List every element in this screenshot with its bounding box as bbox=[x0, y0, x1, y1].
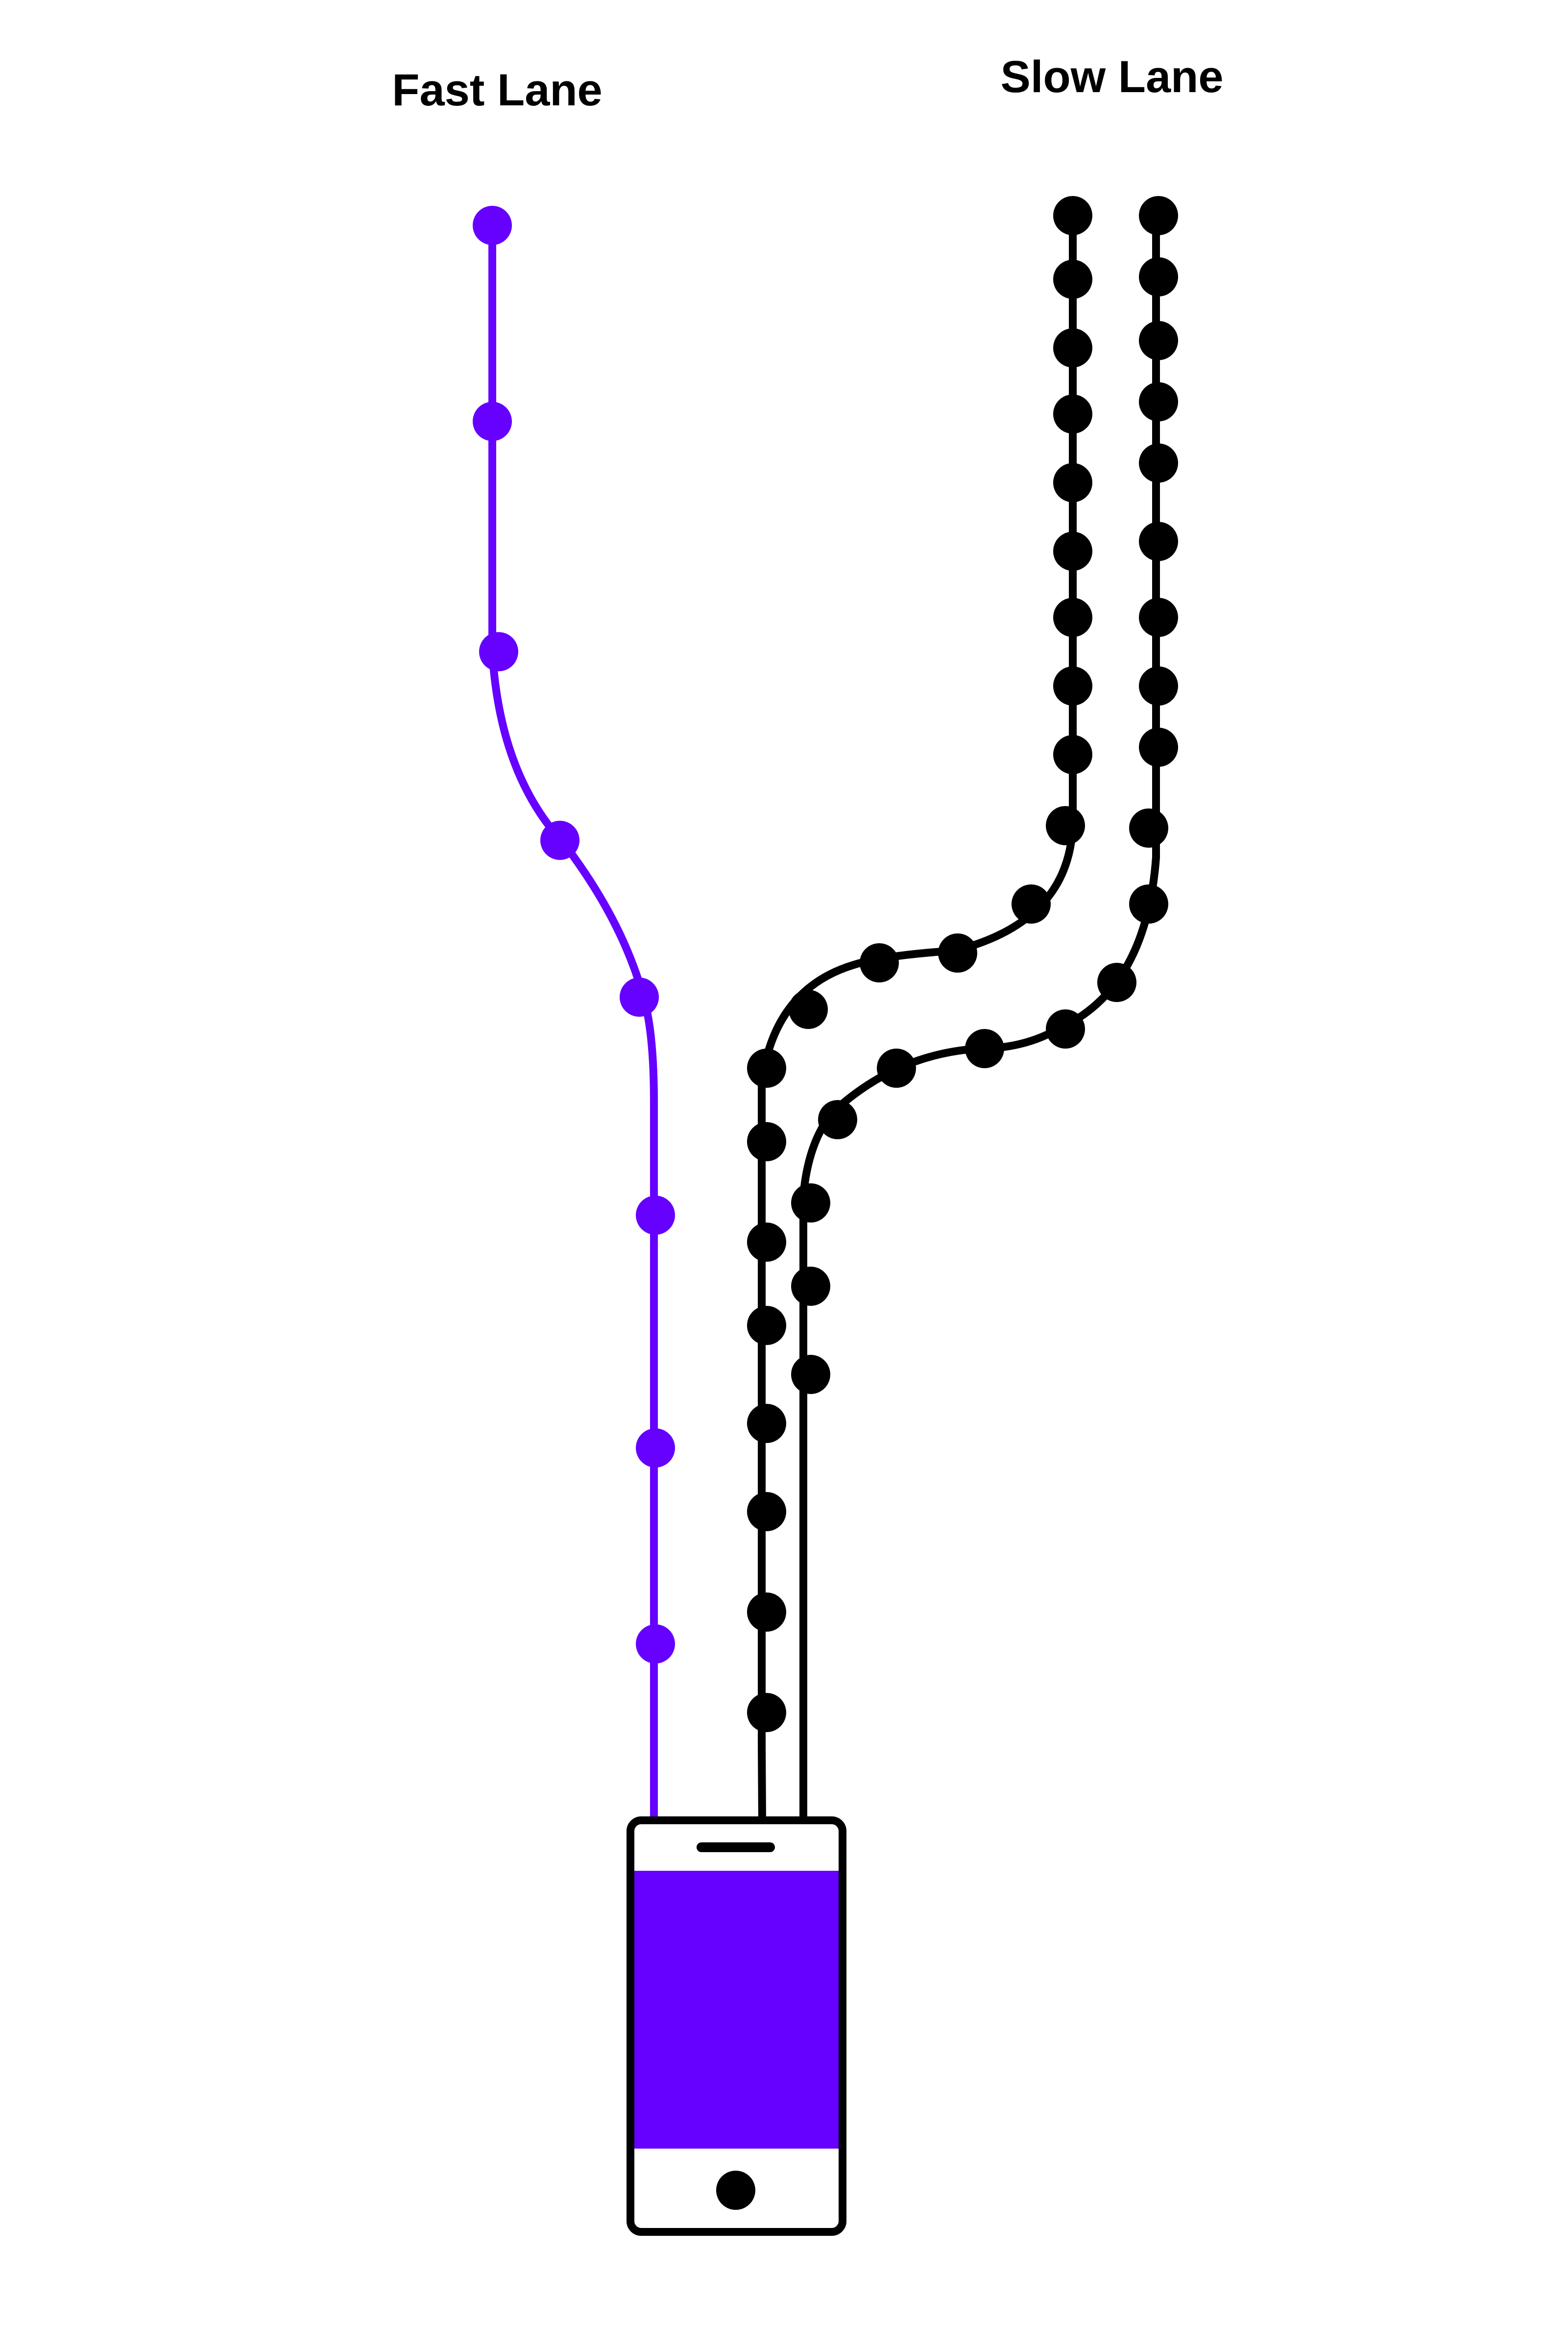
slow-lane-2-node bbox=[1139, 257, 1178, 296]
phone-screen bbox=[634, 1871, 839, 2149]
slow-lane-2-node bbox=[1139, 196, 1178, 235]
slow-lane-2-node bbox=[1139, 382, 1178, 421]
slow-lane-2-node bbox=[791, 1267, 830, 1306]
fast-lane-label: Fast Lane bbox=[392, 65, 602, 115]
slow-lane-2-node bbox=[1139, 522, 1178, 561]
phone-speaker bbox=[697, 1842, 775, 1852]
fast-lane-node bbox=[473, 402, 512, 441]
slow-lane-1-nodes bbox=[747, 196, 1092, 1732]
slow-lane-1-node bbox=[747, 1122, 786, 1161]
slow-lane-1-node bbox=[1053, 394, 1092, 434]
slow-lane-2-node bbox=[1139, 443, 1178, 483]
slow-lane-1-node bbox=[1053, 598, 1092, 637]
slow-lane-1-node bbox=[1053, 532, 1092, 571]
slow-lane-1-node bbox=[1012, 884, 1051, 924]
slow-lane-1-node bbox=[747, 1492, 786, 1531]
phone-home-button bbox=[716, 2171, 755, 2210]
slow-lane-2-node bbox=[1097, 963, 1136, 1002]
fast-lane-node bbox=[473, 206, 512, 245]
fast-lane-node bbox=[479, 632, 518, 671]
slow-lane-1-node bbox=[1053, 328, 1092, 367]
slow-lane-1-node bbox=[1053, 260, 1092, 299]
slow-lane-1-node bbox=[1053, 666, 1092, 706]
slow-lane-2-node bbox=[877, 1049, 916, 1088]
slow-lane-1-node bbox=[1046, 806, 1085, 845]
fast-lane-line bbox=[488, 225, 658, 1823]
fast-lane-node bbox=[620, 978, 659, 1017]
slow-lane-1-node bbox=[860, 943, 899, 982]
fast-lane-node bbox=[636, 1624, 675, 1664]
slow-lane-2-node bbox=[1139, 728, 1178, 767]
slow-lane-2-node bbox=[965, 1029, 1004, 1068]
slow-lane-2-node bbox=[1129, 884, 1168, 924]
smartphone-icon bbox=[627, 1816, 846, 2236]
slow-lane-2-node bbox=[1139, 666, 1178, 706]
slow-lane-1-node bbox=[747, 1306, 786, 1345]
slow-lane-2-node bbox=[1139, 598, 1178, 637]
fast-lane-node bbox=[636, 1196, 675, 1235]
slow-lane-2-node bbox=[818, 1100, 857, 1139]
fast-lane-node bbox=[636, 1428, 675, 1468]
fast-lane-nodes bbox=[473, 206, 675, 1664]
slow-lane-line-2 bbox=[799, 216, 1160, 1823]
slow-lane-2-node bbox=[791, 1355, 830, 1394]
slow-lane-label: Slow Lane bbox=[1001, 52, 1224, 102]
slow-lane-1-node bbox=[747, 1693, 786, 1732]
slow-lane-1-node bbox=[789, 990, 828, 1029]
slow-lane-2-node bbox=[1046, 1009, 1085, 1049]
slow-lane-1-node bbox=[747, 1223, 786, 1262]
slow-lane-2-node bbox=[1129, 808, 1168, 848]
slow-lane-1-node bbox=[938, 933, 977, 973]
slow-lane-2-node bbox=[791, 1183, 830, 1223]
slow-lane-1-node bbox=[747, 1049, 786, 1088]
slow-lane-2-node bbox=[1139, 321, 1178, 360]
fast-lane-node bbox=[540, 821, 579, 860]
slow-lane-1-node bbox=[747, 1592, 786, 1632]
slow-lane-1-node bbox=[1053, 463, 1092, 502]
slow-lane-1-node bbox=[747, 1404, 786, 1443]
slow-lane-1-node bbox=[1053, 735, 1092, 774]
slow-lane-1-node bbox=[1053, 196, 1092, 235]
slow-lane-2-nodes bbox=[791, 196, 1178, 1394]
